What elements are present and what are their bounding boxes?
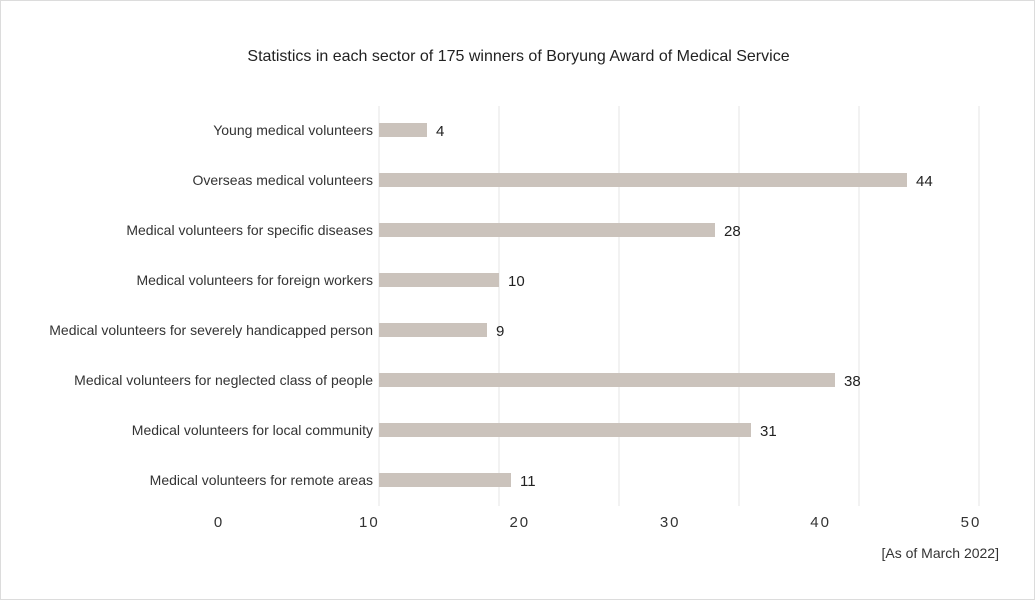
bar [379, 423, 751, 437]
data-label: 44 [916, 173, 933, 190]
x-tick-label: 0 [214, 514, 224, 531]
data-label: 9 [496, 323, 504, 340]
bar [379, 323, 487, 337]
data-label: 28 [724, 223, 741, 240]
bar [379, 373, 835, 387]
category-label: Medical volunteers for local community [132, 422, 373, 438]
bar [379, 273, 499, 287]
x-tick-label: 40 [810, 514, 831, 531]
x-tick-label: 20 [509, 514, 530, 531]
x-tick-label: 50 [961, 514, 982, 531]
data-label: 38 [844, 373, 861, 390]
data-label: 10 [508, 273, 525, 290]
bar [379, 123, 427, 137]
category-label: Medical volunteers for remote areas [150, 472, 373, 488]
data-label: 31 [760, 423, 777, 440]
category-label: Medical volunteers for specific diseases [126, 222, 373, 238]
bar [379, 173, 907, 187]
data-label: 11 [520, 473, 536, 490]
x-tick-label: 30 [660, 514, 681, 531]
category-label: Young medical volunteers [213, 122, 373, 138]
bar [379, 223, 715, 237]
category-label: Medical volunteers for severely handicap… [49, 322, 373, 338]
category-label: Overseas medical volunteers [192, 172, 373, 188]
category-label: Medical volunteers for foreign workers [136, 272, 373, 288]
bar [379, 473, 511, 487]
category-label: Medical volunteers for neglected class o… [74, 372, 373, 388]
data-label: 4 [436, 123, 444, 140]
chart-title: Statistics in each sector of 175 winners… [247, 48, 790, 65]
x-tick-label: 10 [359, 514, 380, 531]
date-note: [As of March 2022] [881, 545, 999, 561]
